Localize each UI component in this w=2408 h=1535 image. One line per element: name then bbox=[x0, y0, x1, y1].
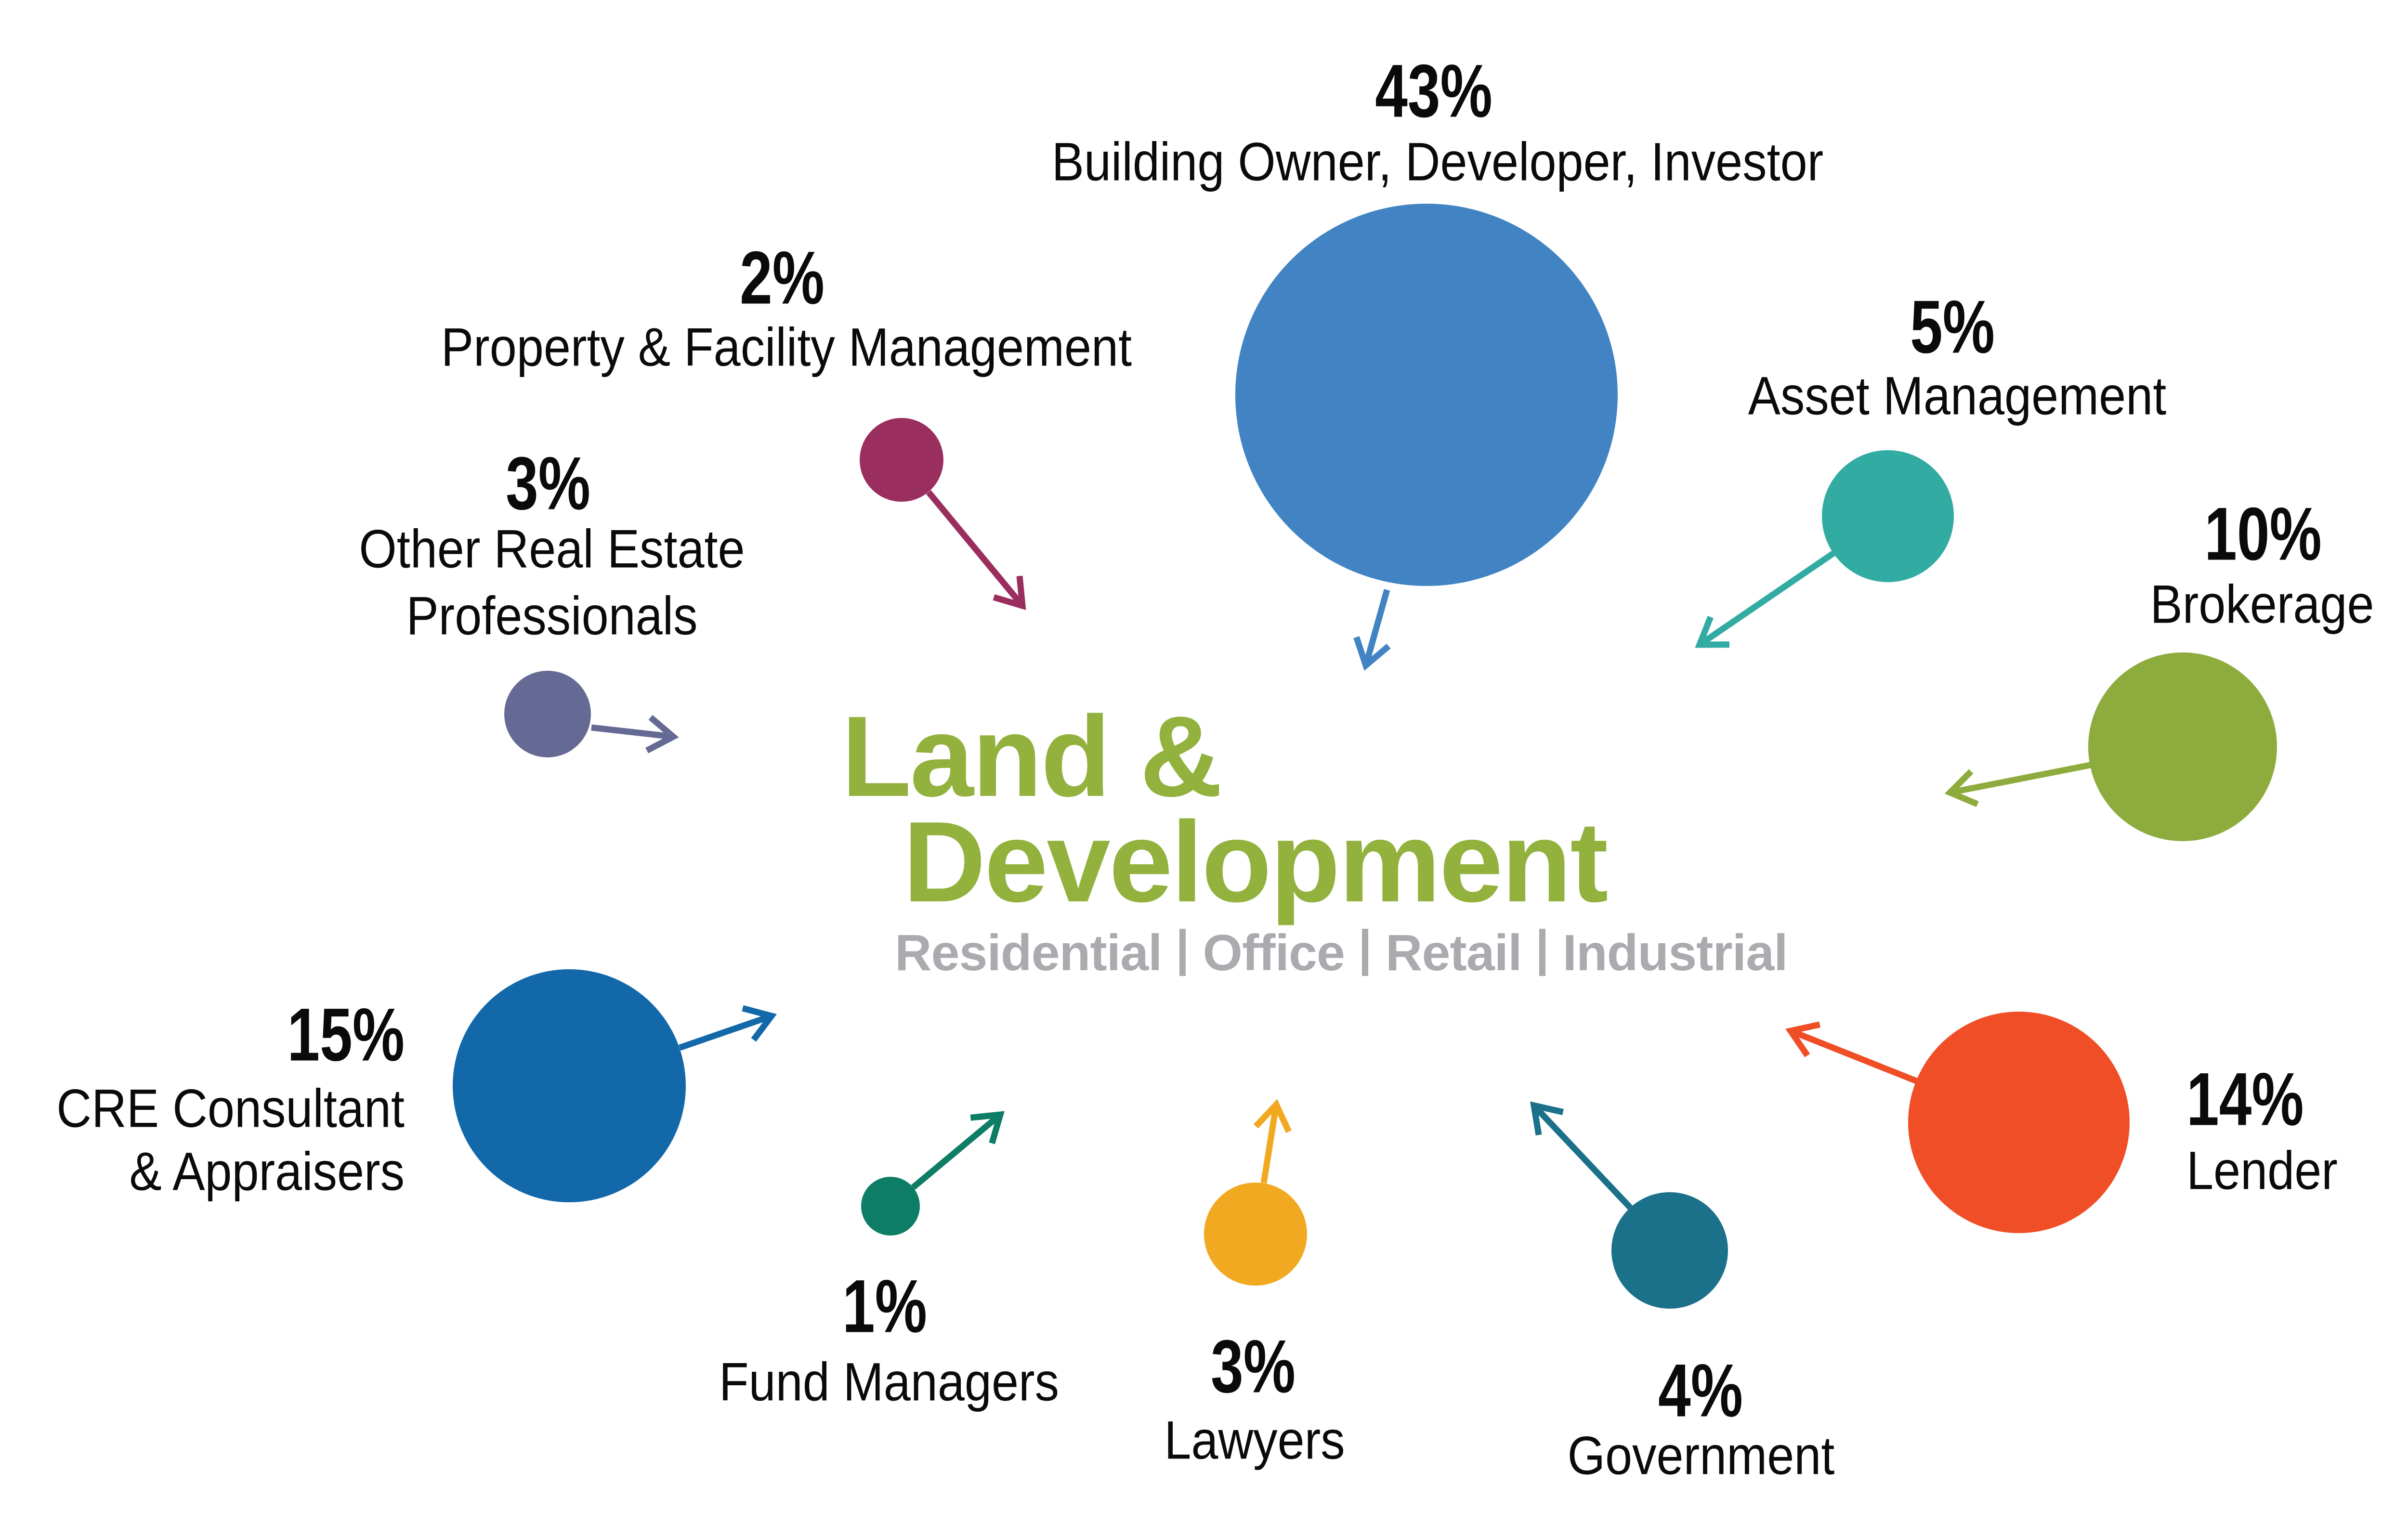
arrow-fund-managers bbox=[911, 1111, 1005, 1190]
arrow-lender bbox=[1785, 1021, 1918, 1084]
bubble-lawyers bbox=[1204, 1183, 1307, 1286]
arrow-cre-consultant-appraisers bbox=[678, 1005, 777, 1051]
bubble-asset-management bbox=[1822, 450, 1954, 582]
bubble-building-owner-developer-investor bbox=[1235, 204, 1618, 586]
arrow-other-real-estate-professionals bbox=[591, 715, 679, 754]
subtitle-segment-office: Office bbox=[1203, 924, 1345, 981]
bubble-group-fund-managers bbox=[861, 1111, 1005, 1236]
arrow-property-facility-management bbox=[926, 490, 1026, 610]
bubble-brokerage bbox=[2088, 652, 2277, 841]
category-label-fund-managers: Fund Managers bbox=[719, 1352, 1059, 1412]
pct-label-government: 4% bbox=[1658, 1349, 1743, 1433]
subtitle-separator-bar bbox=[1539, 929, 1545, 976]
bubble-government bbox=[1611, 1192, 1728, 1309]
bubble-group-lender bbox=[1785, 1012, 2130, 1233]
bubble-lender bbox=[1908, 1012, 2130, 1233]
subtitle-segment-industrial: Industrial bbox=[1562, 924, 1788, 981]
title-line-1: Land & bbox=[841, 693, 1223, 820]
pct-label-lender: 14% bbox=[2186, 1057, 2304, 1142]
category-label-asset-management: Asset Management bbox=[1748, 365, 2167, 426]
category-label-building-owner-developer-investor: Building Owner, Developer, Investor bbox=[1051, 131, 1824, 192]
pct-label-asset-management: 5% bbox=[1910, 285, 1995, 369]
subtitle-separator-bar bbox=[1179, 929, 1186, 976]
category-label-other-real-estate-professionals-line1: Other Real Estate bbox=[359, 519, 745, 579]
pct-label-building-owner-developer-investor: 43% bbox=[1375, 49, 1492, 133]
category-label-property-facility-management: Property & Facility Management bbox=[441, 317, 1132, 377]
subtitle-separator-bar bbox=[1361, 929, 1368, 976]
bubble-group-brokerage bbox=[1944, 652, 2277, 841]
pct-label-other-real-estate-professionals: 3% bbox=[506, 442, 590, 526]
arrow-brokerage bbox=[1944, 762, 2091, 807]
bubble-fund-managers bbox=[861, 1177, 920, 1236]
category-label-other-real-estate-professionals-line2: Professionals bbox=[406, 585, 698, 646]
arrow-building-owner-developer-investor bbox=[1353, 589, 1391, 671]
subtitle-segment-retail: Retail bbox=[1385, 924, 1522, 981]
subtitle-sectors: Residential Office Retail Industrial bbox=[841, 927, 1788, 978]
bubble-group-cre-consultant-appraisers bbox=[453, 969, 777, 1202]
arrow-government bbox=[1530, 1101, 1633, 1210]
center-title-block: Land & Development Residential Office Reta… bbox=[841, 693, 1788, 979]
bubble-property-facility-management bbox=[860, 418, 943, 502]
category-label-lawyers: Lawyers bbox=[1164, 1410, 1345, 1470]
pct-label-cre-consultant-appraisers: 15% bbox=[287, 993, 405, 1077]
category-label-lender: Lender bbox=[2186, 1140, 2338, 1201]
subtitle-segment-residential: Residential bbox=[895, 924, 1163, 981]
arrow-lawyers bbox=[1253, 1099, 1292, 1184]
bubble-group-lawyers bbox=[1204, 1099, 1307, 1286]
category-label-cre-consultant-appraisers-line2: & Appraisers bbox=[129, 1141, 405, 1202]
bubble-other-real-estate-professionals bbox=[504, 671, 591, 757]
arrow-asset-management bbox=[1695, 550, 1835, 648]
category-label-brokerage: Brokerage bbox=[2150, 574, 2374, 635]
bubble-group-building-owner-developer-investor bbox=[1235, 204, 1618, 671]
bubble-group-property-facility-management bbox=[860, 418, 1026, 610]
category-label-government: Government bbox=[1567, 1425, 1835, 1486]
category-label-cre-consultant-appraisers-line1: CRE Consultant bbox=[56, 1078, 405, 1139]
pct-label-property-facility-management: 2% bbox=[740, 236, 824, 320]
pct-label-brokerage: 10% bbox=[2204, 492, 2322, 576]
pct-label-fund-managers: 1% bbox=[842, 1264, 927, 1349]
title-line-2: Development bbox=[903, 798, 1608, 926]
pct-label-lawyers: 3% bbox=[1211, 1325, 1296, 1409]
bubble-group-other-real-estate-professionals bbox=[504, 671, 679, 757]
bubble-group-government bbox=[1530, 1101, 1728, 1309]
bubble-cre-consultant-appraisers bbox=[453, 969, 686, 1202]
bubble-group-asset-management bbox=[1695, 450, 1954, 648]
